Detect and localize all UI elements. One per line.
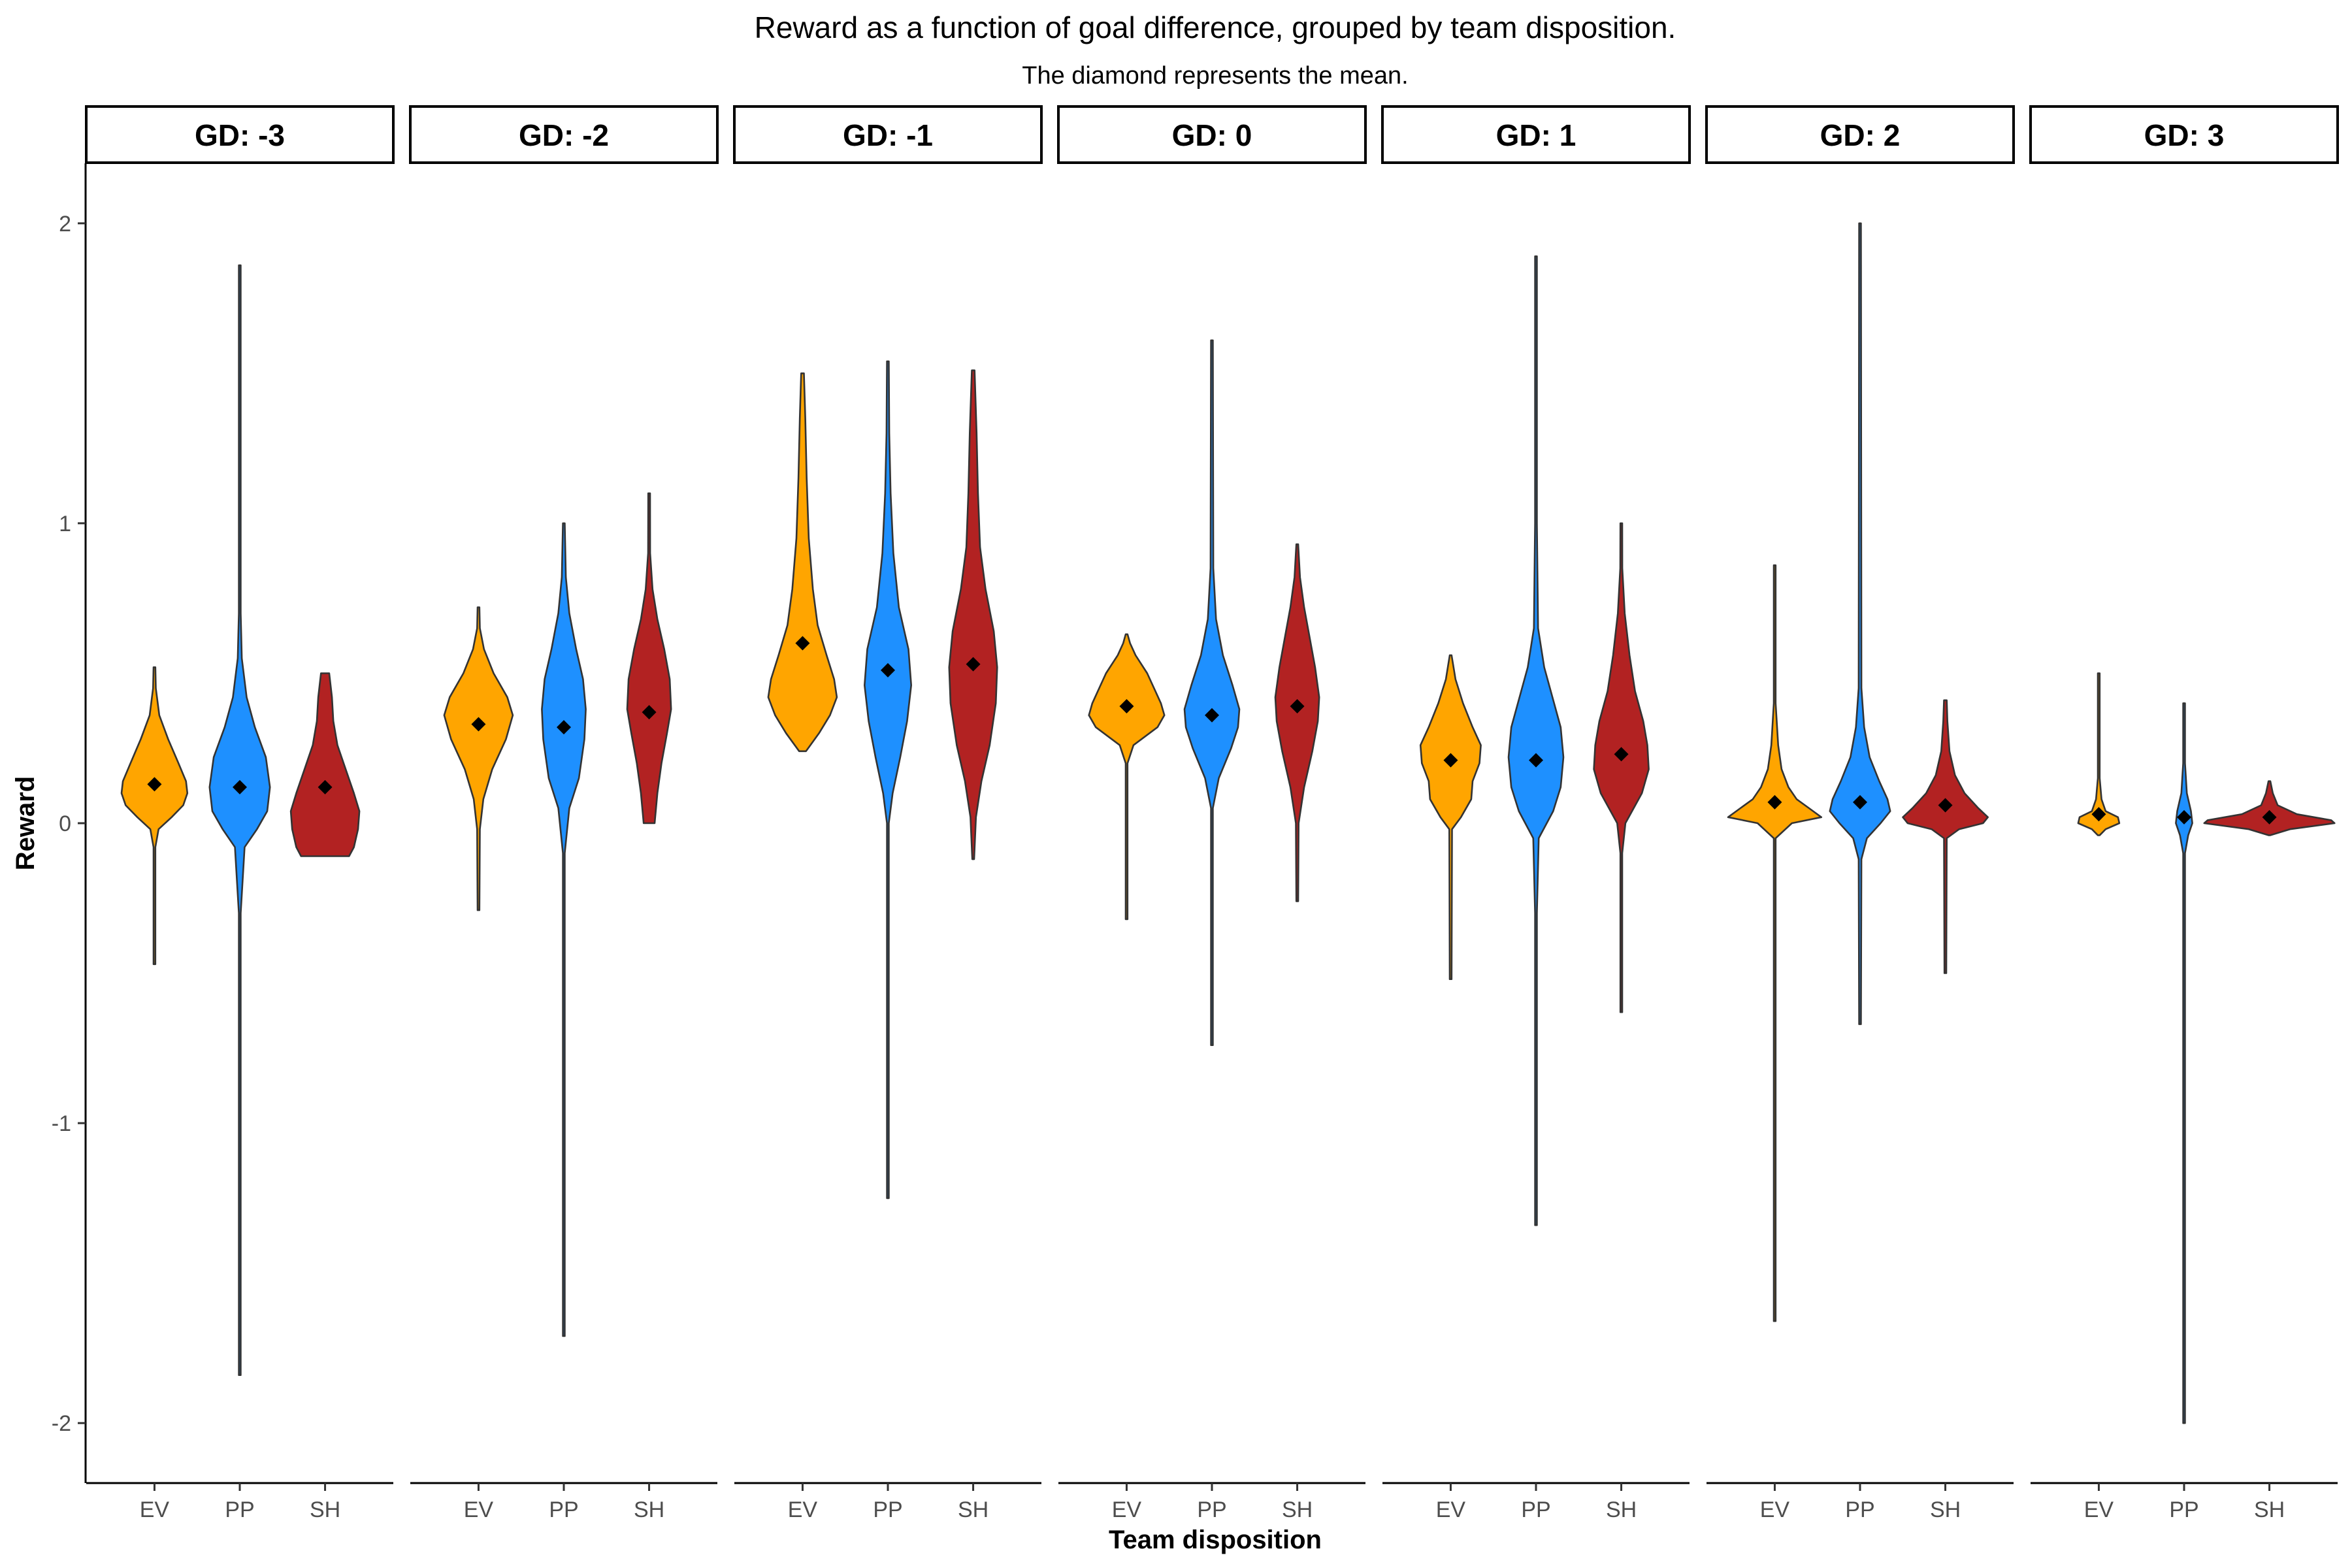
facet-strip-label: GD: -1 [843, 118, 933, 152]
facet-strip-label: GD: 0 [1172, 118, 1252, 152]
x-tick-label: SH [2254, 1497, 2285, 1522]
x-tick-label: SH [1282, 1497, 1313, 1522]
y-axis: -2 -1 0 1 2 [52, 163, 87, 1483]
x-tick-label: PP [1521, 1497, 1550, 1522]
x-tick-label: SH [1930, 1497, 1961, 1522]
violin-pp [864, 360, 912, 1200]
x-tick-label: EV [140, 1497, 170, 1522]
mean-diamond [147, 777, 162, 792]
violin-sh [2203, 780, 2336, 836]
y-tick-label: 0 [59, 811, 71, 836]
violin-pp [541, 522, 587, 1337]
mean-diamond [318, 779, 333, 794]
y-axis-title: Reward [11, 776, 40, 871]
facet-panel: GD: 3 EV PP SH [2029, 105, 2339, 1522]
x-tick-label: PP [1845, 1497, 1874, 1522]
chart-subtitle: The diamond represents the mean. [1022, 62, 1408, 90]
mean-diamond [557, 720, 571, 735]
x-tick-label: SH [634, 1497, 664, 1522]
x-tick-label: PP [225, 1497, 254, 1522]
x-tick-label: EV [1112, 1497, 1142, 1522]
violin-ev [2077, 672, 2121, 836]
chart-title: Reward as a function of goal difference,… [755, 10, 1676, 44]
x-tick-label: EV [2084, 1497, 2114, 1522]
mean-diamond [1205, 708, 1219, 723]
x-tick-label: PP [1197, 1497, 1226, 1522]
mean-diamond [1290, 698, 1305, 713]
violin-sh [1902, 699, 1989, 974]
violin-pp [1507, 255, 1565, 1226]
violin-ev [1727, 564, 1823, 1322]
facet-panel: GD: 1 EV PP SH [1381, 105, 1691, 1522]
facet-strip-label: GD: -2 [519, 118, 609, 152]
facet-strip-label: GD: 3 [2144, 118, 2225, 152]
mean-diamond [1443, 753, 1458, 768]
violin-sh [1593, 522, 1650, 1013]
facet-strip [409, 105, 719, 164]
mean-diamond [642, 705, 657, 720]
violin-sh [1274, 543, 1320, 902]
violin-ev [767, 372, 838, 753]
mean-diamond [1529, 753, 1543, 768]
facet-panel: GD: 2 EV PP SH [1705, 105, 2015, 1522]
facet-strip [85, 105, 395, 164]
x-tick-label: EV [1760, 1497, 1790, 1522]
facet-strip [1381, 105, 1691, 164]
mean-diamond [471, 717, 486, 732]
mean-diamond [233, 779, 247, 794]
violin-pp [1183, 339, 1241, 1046]
y-tick-label: 2 [59, 212, 71, 237]
mean-diamond [2262, 809, 2277, 825]
y-tick-label: -2 [52, 1411, 71, 1436]
facet-strip [733, 105, 1043, 164]
violin-pp [208, 264, 271, 1376]
facet-strip [1057, 105, 1367, 164]
violin-ev [120, 666, 189, 966]
violin-sh [626, 492, 672, 825]
mean-diamond [1767, 794, 1782, 809]
x-tick-label: EV [788, 1497, 818, 1522]
violin-ev [443, 606, 514, 911]
facet-strip [1705, 105, 2015, 164]
y-tick-label: 1 [59, 512, 71, 536]
facet-panel: GD: 0 EV PP SH [1057, 105, 1367, 1522]
x-tick-label: EV [1436, 1497, 1466, 1522]
mean-diamond [1853, 794, 1867, 809]
violin-pp [2175, 702, 2193, 1424]
x-tick-label: PP [549, 1497, 578, 1522]
violin-sh [289, 672, 361, 857]
violin-pp [1829, 222, 1891, 1025]
facet-panel: GD: -2 EV PP SH [409, 105, 719, 1522]
x-tick-label: SH [958, 1497, 988, 1522]
mean-diamond [2091, 807, 2106, 822]
mean-diamond [2177, 809, 2191, 825]
x-tick-label: PP [2169, 1497, 2198, 1522]
x-tick-label: EV [464, 1497, 494, 1522]
violin-sh [948, 369, 998, 860]
x-tick-label: SH [1606, 1497, 1637, 1522]
mean-diamond [966, 657, 981, 672]
x-axis-title: Team disposition [1109, 1526, 1322, 1554]
x-tick-label: PP [873, 1497, 902, 1522]
facet-strip-label: GD: -3 [195, 118, 285, 152]
violin-ev [1419, 654, 1482, 980]
facet-strip-label: GD: 1 [1496, 118, 1576, 152]
x-tick-label: SH [310, 1497, 340, 1522]
mean-diamond [881, 662, 895, 678]
mean-diamond [1938, 798, 1953, 813]
facet-panel: GD: -1 EV PP SH [733, 105, 1043, 1522]
facet-strip [2029, 105, 2339, 164]
mean-diamond [1119, 698, 1134, 713]
violin-ev [1088, 633, 1166, 921]
mean-diamond [795, 636, 810, 651]
facet-panel: GD: -3 EV PP SH [85, 105, 395, 1522]
mean-diamond [1614, 747, 1629, 762]
y-tick-label: -1 [52, 1111, 71, 1136]
facet-strip-label: GD: 2 [1820, 118, 1901, 152]
